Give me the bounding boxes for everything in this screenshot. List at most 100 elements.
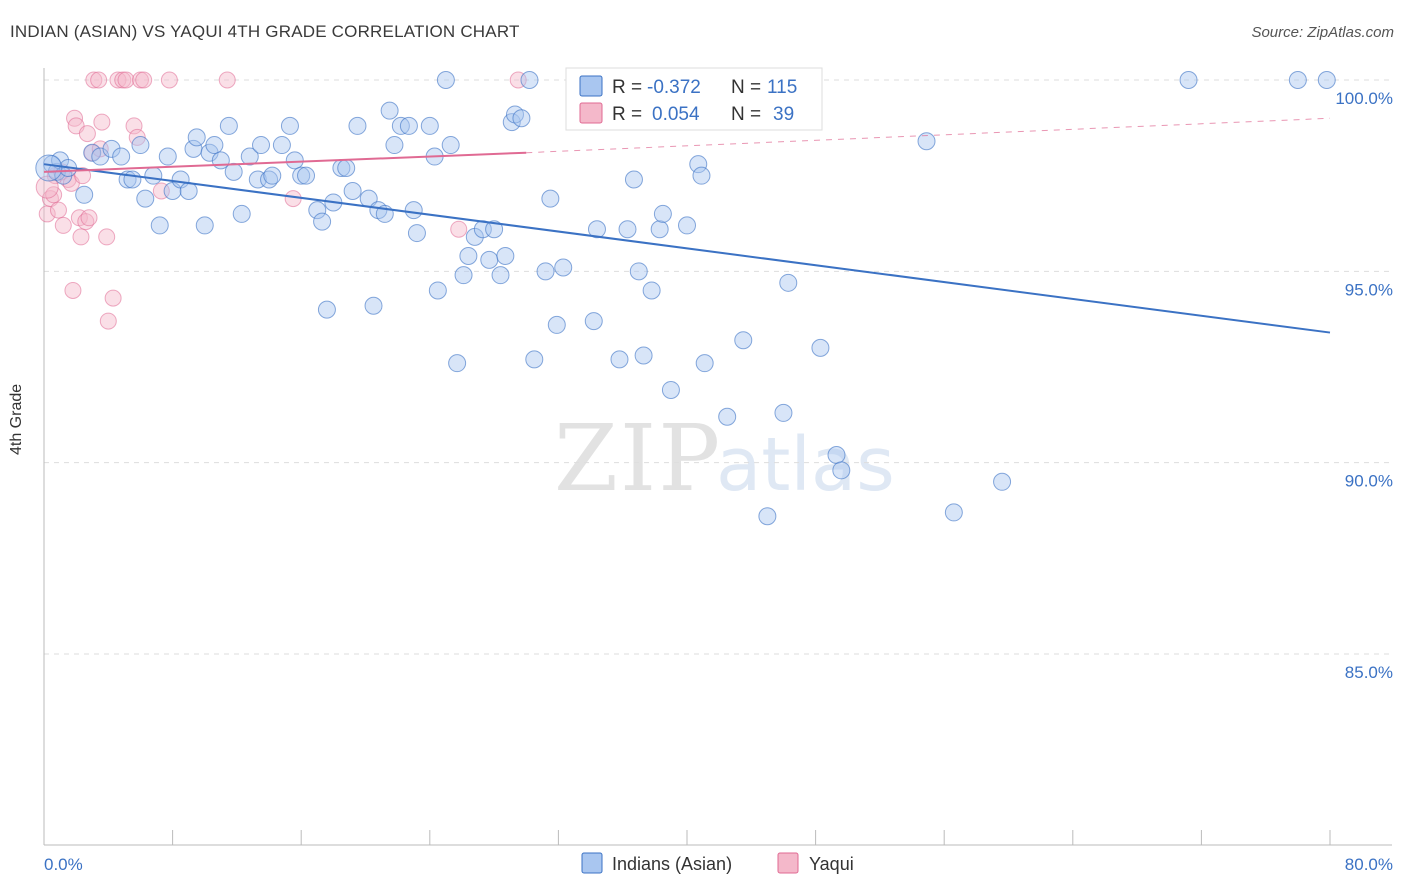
x-tick-label-max: 80.0% <box>1345 855 1393 874</box>
series-legend: Indians (Asian) Yaqui <box>581 852 854 874</box>
indian-point <box>263 166 282 185</box>
indian-trend-line <box>43 163 1331 334</box>
indian-point <box>536 262 555 281</box>
yaqui-trend-extension <box>526 117 1331 154</box>
indian-point <box>123 170 142 189</box>
legend-r-value-indian: -0.372 <box>647 77 701 98</box>
indian-point <box>554 258 573 277</box>
legend-r-label-yaqui: R = <box>612 104 642 125</box>
indian-point <box>337 159 356 178</box>
trend-lines <box>43 117 1331 334</box>
indian-point <box>195 216 214 235</box>
yaqui-point <box>93 113 111 131</box>
indian-point <box>520 71 539 89</box>
indian-point <box>158 147 177 166</box>
indian-point <box>774 403 793 422</box>
yaqui-point <box>49 201 67 219</box>
y-tick-label: 85.0% <box>1345 663 1393 682</box>
yaqui-point <box>218 71 236 89</box>
indian-point <box>144 166 163 185</box>
legend-swatch-yaqui <box>579 102 603 124</box>
y-tick-labels: 85.0% 90.0% 95.0% 100.0% <box>1335 89 1393 682</box>
indian-point <box>1179 71 1198 89</box>
indian-point <box>832 461 851 480</box>
indian-point <box>1317 71 1336 89</box>
watermark-atlas: atlas <box>716 422 895 508</box>
indian-point <box>313 212 332 231</box>
indian-point <box>272 136 291 155</box>
yaqui-point <box>117 71 135 89</box>
indian-point <box>131 136 150 155</box>
indian-point <box>187 128 206 147</box>
y-tick-label: 100.0% <box>1335 89 1393 108</box>
indian-point <box>917 132 936 151</box>
indian-point <box>454 266 473 285</box>
yaqui-point-cluster <box>35 175 59 199</box>
indian-point <box>584 312 603 331</box>
indian-point <box>642 281 661 300</box>
indian-point <box>380 101 399 120</box>
indian-point <box>112 147 131 166</box>
series-legend-label-indian: Indians (Asian) <box>612 854 732 874</box>
indian-point <box>364 296 383 315</box>
series-legend-swatch-indian <box>581 852 603 874</box>
indian-point <box>459 247 478 266</box>
indian-point <box>827 446 846 465</box>
y-tick-label: 95.0% <box>1345 280 1393 299</box>
indian-point <box>428 281 447 300</box>
yaqui-point <box>160 71 178 89</box>
series-legend-swatch-yaqui <box>777 852 799 874</box>
indian-point <box>541 189 560 208</box>
indian-point <box>587 220 606 239</box>
indian-point <box>624 170 643 189</box>
indian-point <box>718 407 737 426</box>
indian-point-cluster <box>35 154 63 182</box>
indian-point <box>618 220 637 239</box>
indian-point <box>436 71 455 89</box>
indian-point <box>653 204 672 223</box>
indian-point <box>232 204 251 223</box>
yaqui-point <box>99 312 117 330</box>
indian-point <box>779 273 798 292</box>
x-ticks <box>43 830 1331 845</box>
indian-point <box>610 350 629 369</box>
indian-point <box>224 162 243 181</box>
gridlines <box>44 79 1392 655</box>
indian-point <box>317 300 336 319</box>
indian-point <box>399 116 418 135</box>
indian-point <box>150 216 169 235</box>
indian-point <box>480 250 499 269</box>
x-tick-label-min: 0.0% <box>44 855 83 874</box>
indian-point <box>308 201 327 220</box>
legend-n-label-indian: N = <box>731 77 761 98</box>
legend-n-label-yaqui: N = <box>731 104 761 125</box>
indian-point <box>292 166 311 185</box>
yaqui-point <box>78 125 96 143</box>
indian-point <box>219 116 238 135</box>
indian-point <box>634 346 653 365</box>
indian-point <box>944 503 963 522</box>
yaqui-trend-line <box>43 151 527 173</box>
legend-r-label-indian: R = <box>612 77 642 98</box>
indian-point <box>102 139 121 158</box>
legend-n-value-yaqui: 39 <box>773 104 794 125</box>
indian-point <box>734 331 753 350</box>
indian-point <box>205 136 224 155</box>
indian-point <box>491 266 510 285</box>
indian-point <box>297 166 316 185</box>
stats-legend: R = -0.372 N = 115 R = 0.054 N = 39 <box>565 67 823 131</box>
yaqui-point <box>135 71 153 89</box>
indian-point <box>496 247 515 266</box>
indian-point <box>512 109 531 128</box>
indian-point <box>629 262 648 281</box>
legend-r-value-yaqui: 0.054 <box>652 104 700 125</box>
indian-point <box>75 185 94 204</box>
indian-point <box>385 136 404 155</box>
yaqui-point <box>74 167 92 185</box>
indian-points <box>35 71 1336 526</box>
indian-point <box>348 116 367 135</box>
indian-point <box>525 350 544 369</box>
yaqui-point <box>85 71 103 89</box>
yaqui-point <box>80 209 98 227</box>
